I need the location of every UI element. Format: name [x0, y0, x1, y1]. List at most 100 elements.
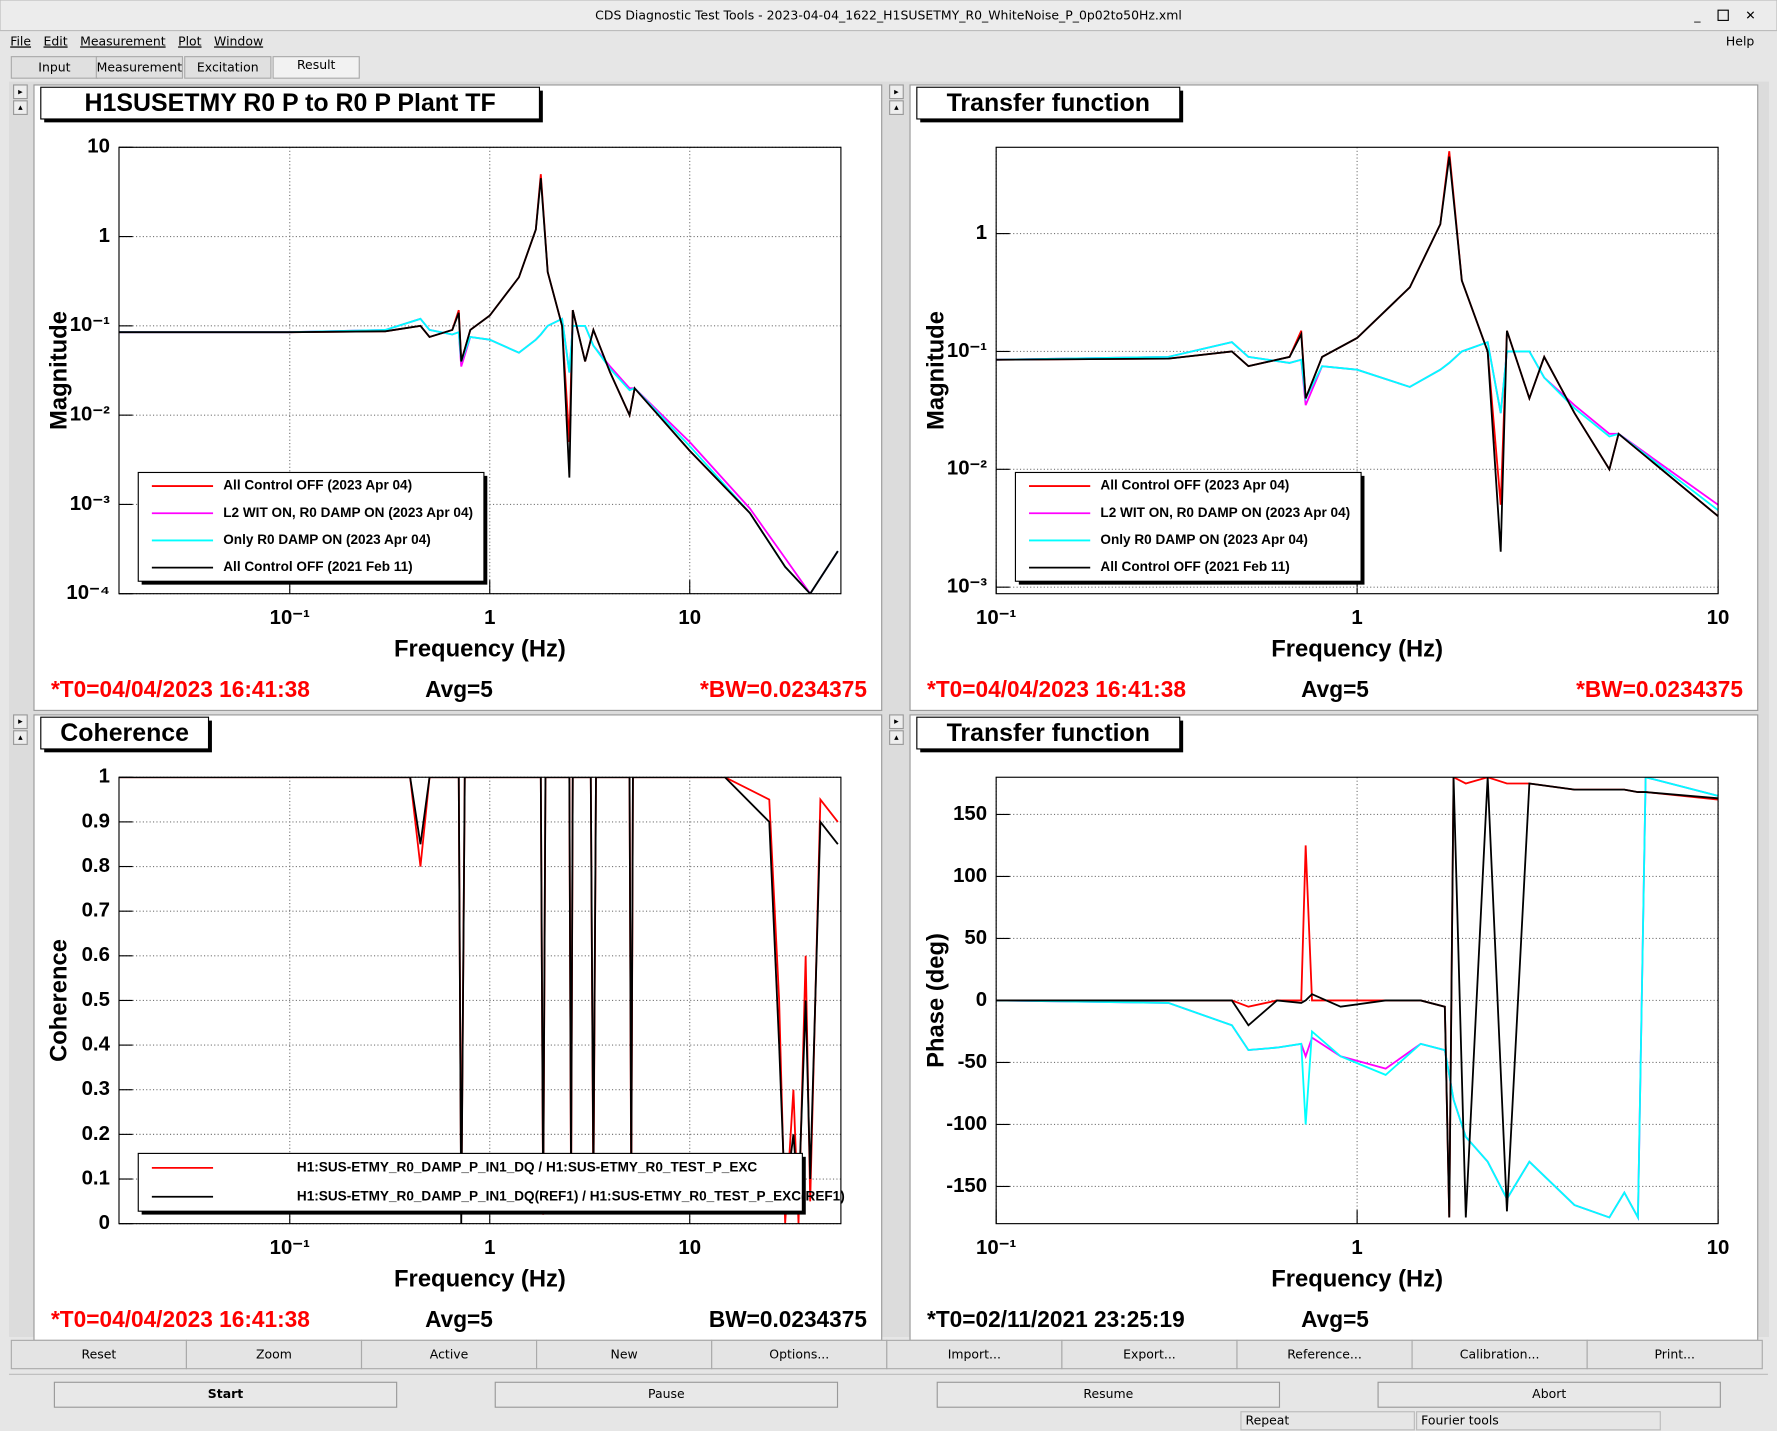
control-label[interactable]: Abort — [1532, 1386, 1566, 1401]
panel-toggle-icon[interactable]: ▸ — [894, 87, 899, 97]
button[interactable] — [360, 1339, 538, 1370]
y-axis-label: Phase (deg) — [923, 933, 950, 1068]
menu-item[interactable]: Plot — [178, 33, 202, 48]
menu-item[interactable]: File — [10, 33, 31, 48]
panel-toggle-icon[interactable]: ▴ — [894, 103, 899, 113]
panel-toggle[interactable] — [889, 100, 904, 116]
menu-item[interactable]: Window — [214, 33, 263, 48]
tab-label[interactable]: Measurement — [97, 59, 183, 74]
legend-label: L2 WIT ON, R0 DAMP ON (2023 Apr 04) — [223, 505, 473, 520]
plot-frame — [118, 776, 842, 1225]
control-button[interactable] — [936, 1381, 1281, 1408]
button-label[interactable]: Print... — [1654, 1347, 1695, 1362]
y-tick-label: 10⁻³ — [70, 493, 110, 515]
panel-toggle-icon[interactable]: ▸ — [18, 717, 23, 727]
control-label[interactable]: Resume — [1083, 1386, 1133, 1401]
chart-title: Coherence — [60, 719, 189, 747]
x-tick-label: 10⁻¹ — [976, 1237, 1016, 1259]
menu-item[interactable]: Measurement — [80, 33, 166, 48]
help-menu[interactable]: Help — [1726, 33, 1754, 48]
button-label[interactable]: Zoom — [256, 1347, 292, 1362]
control-button[interactable] — [1377, 1381, 1721, 1408]
footer-info: Avg=5 — [425, 1306, 493, 1332]
button-label[interactable]: Export... — [1123, 1347, 1176, 1362]
legend-label: All Control OFF (2023 Apr 04) — [1100, 478, 1289, 493]
chart-panel: ▸ ▴ Transfer function 10⁻¹ 1 10 -150 -100 -50 0 50… — [889, 714, 1759, 1341]
footer-info: *BW=0.0234375 — [700, 676, 867, 702]
panel-toggle[interactable] — [13, 84, 28, 100]
button[interactable] — [1061, 1339, 1238, 1370]
plot-frame — [995, 776, 1719, 1225]
y-tick-label: 1 — [99, 225, 110, 247]
y-tick-label: 1 — [99, 766, 110, 788]
title-box — [916, 86, 1181, 120]
panel-toggle[interactable] — [13, 100, 28, 116]
panel-toggle[interactable] — [889, 714, 904, 730]
panel-toggle-icon[interactable]: ▴ — [18, 733, 23, 743]
minimize[interactable]: _ — [1693, 7, 1701, 22]
legend-label: L2 WIT ON, R0 DAMP ON (2023 Apr 04) — [1100, 505, 1350, 520]
button[interactable] — [1411, 1339, 1588, 1370]
panel-toggle[interactable] — [889, 84, 904, 100]
title-bar — [0, 0, 1777, 32]
legend-label: Only R0 DAMP ON (2023 Apr 04) — [223, 532, 431, 547]
tab-label[interactable]: Input — [38, 59, 70, 74]
x-tick-label: 1 — [484, 607, 495, 629]
window-title: CDS Diagnostic Test Tools - 2023-04-04_1… — [595, 7, 1182, 22]
tab-label[interactable]: Excitation — [197, 59, 259, 74]
tab[interactable] — [272, 56, 360, 79]
y-tick-label: 0.9 — [82, 810, 110, 832]
chart-panel: ▸ ▴ H1SUSETMY R0 P to R0 P Plant TF 10⁻¹ 1 10… — [13, 84, 883, 711]
y-tick-label: 10⁻¹ — [947, 340, 987, 362]
chart-title: Transfer function — [947, 719, 1150, 747]
x-tick-label: 10⁻¹ — [270, 607, 310, 629]
control-button[interactable] — [53, 1381, 398, 1408]
panel-toggle[interactable] — [889, 730, 904, 745]
button[interactable] — [886, 1339, 1063, 1370]
x-axis-label: Frequency (Hz) — [394, 1266, 566, 1293]
tab[interactable] — [95, 56, 184, 79]
y-tick-label: 0 — [99, 1212, 110, 1234]
series-line — [118, 317, 839, 594]
status-cell — [1416, 1411, 1661, 1431]
button[interactable] — [536, 1339, 713, 1370]
panel-toggle[interactable] — [13, 714, 28, 730]
panel-toggle-icon[interactable]: ▴ — [18, 103, 23, 113]
tab-label[interactable]: Result — [297, 57, 336, 72]
panel-toggle-icon[interactable]: ▴ — [894, 733, 899, 743]
y-tick-label: 0.4 — [82, 1033, 111, 1055]
panel-toggle[interactable] — [13, 730, 28, 745]
status-cell — [1240, 1411, 1415, 1431]
series-line — [996, 340, 1719, 511]
y-tick-label: 100 — [953, 865, 987, 887]
x-axis-label: Frequency (Hz) — [394, 636, 566, 663]
button-label[interactable]: Import... — [948, 1347, 1001, 1362]
chart-title: H1SUSETMY R0 P to R0 P Plant TF — [85, 89, 496, 117]
control-label[interactable]: Pause — [648, 1386, 685, 1401]
tab[interactable] — [184, 56, 272, 79]
x-tick-label: 10 — [678, 1237, 701, 1259]
y-axis-label: Magnitude — [45, 311, 72, 430]
panel-toggle-icon[interactable]: ▸ — [894, 717, 899, 727]
button-label[interactable]: Options... — [769, 1347, 829, 1362]
menu-item[interactable]: Edit — [44, 33, 68, 48]
button-label[interactable]: Active — [430, 1347, 469, 1362]
close[interactable]: ✕ — [1745, 7, 1755, 22]
control-button[interactable] — [494, 1381, 839, 1408]
button-label[interactable]: Reset — [81, 1347, 116, 1362]
button[interactable] — [1586, 1339, 1763, 1370]
maximize[interactable] — [1717, 9, 1729, 21]
button-label[interactable]: Reference... — [1287, 1347, 1362, 1362]
y-tick-label: -50 — [958, 1051, 987, 1073]
button[interactable] — [10, 1339, 187, 1370]
button[interactable] — [1236, 1339, 1413, 1370]
y-tick-label: 10⁻² — [70, 404, 110, 426]
button-label[interactable]: Calibration... — [1460, 1347, 1540, 1362]
y-tick-label: 0.2 — [82, 1123, 110, 1145]
control-label[interactable]: Start — [208, 1386, 243, 1401]
button-label[interactable]: New — [611, 1347, 638, 1362]
panel-toggle-icon[interactable]: ▸ — [18, 87, 23, 97]
y-tick-label: 0.3 — [82, 1078, 110, 1100]
